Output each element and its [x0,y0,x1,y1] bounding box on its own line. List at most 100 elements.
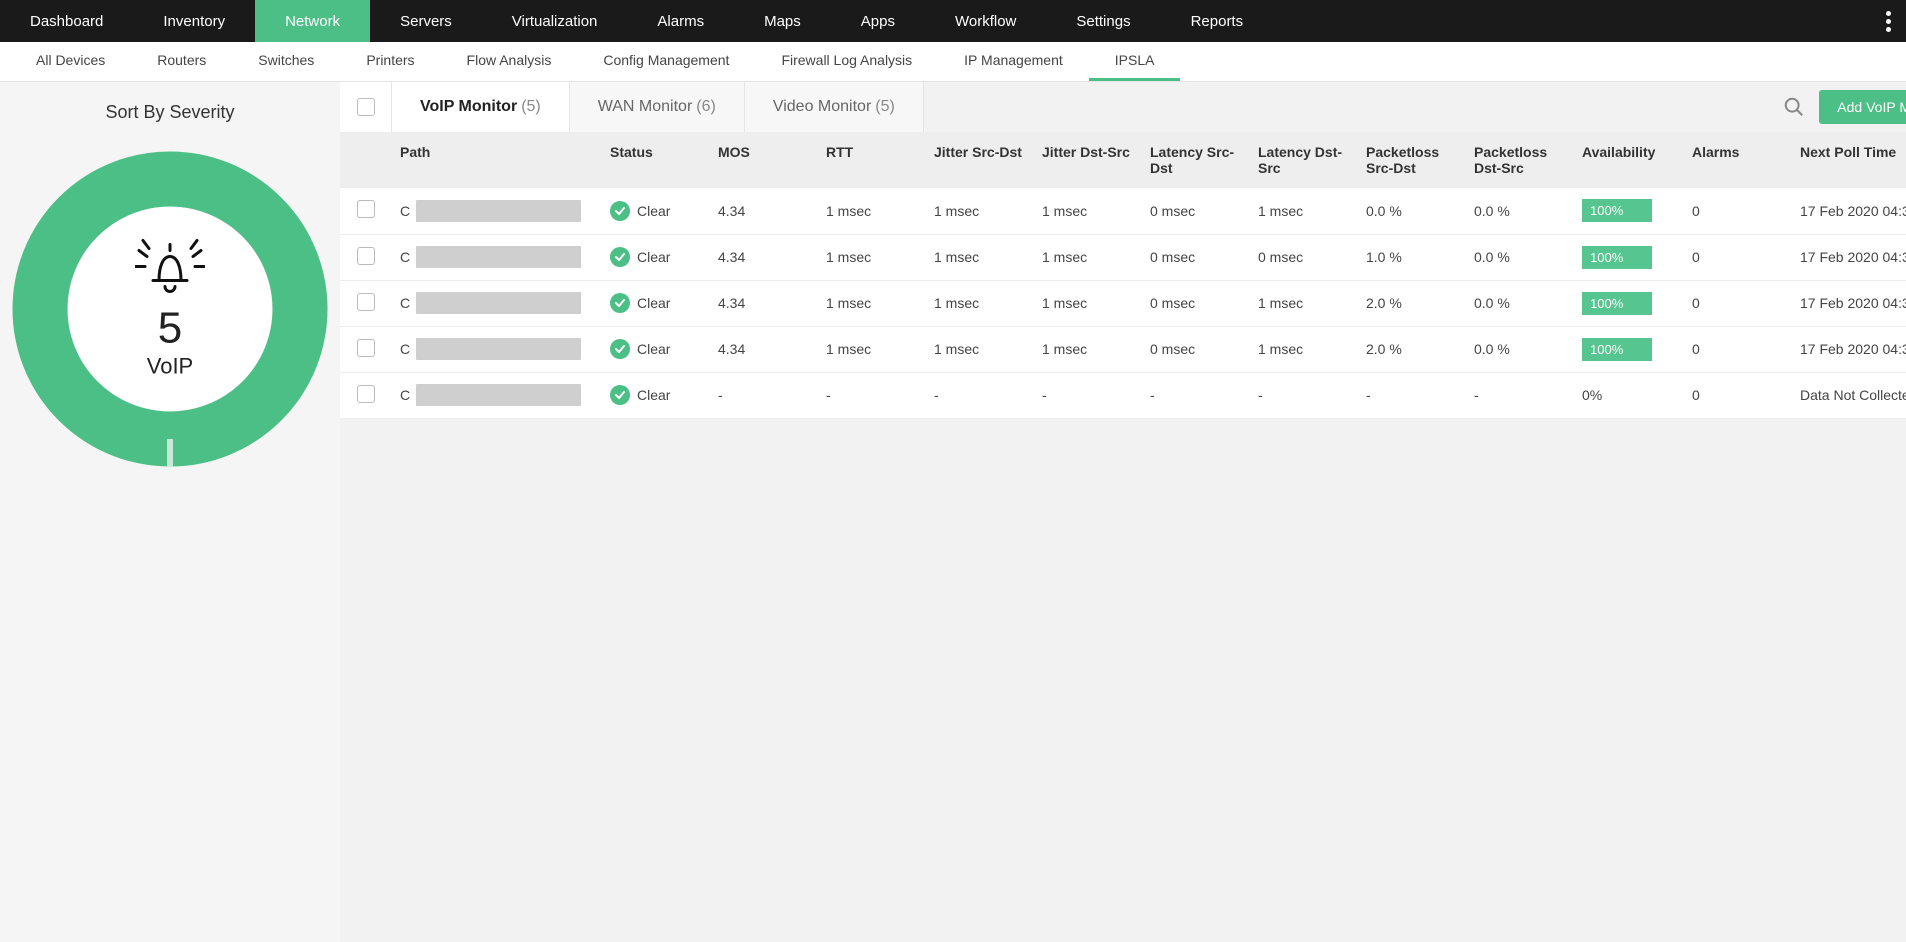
cell-jsd: 1 msec [926,326,1034,372]
col-latency-src-dst[interactable]: Latency Src-Dst [1142,132,1250,188]
cell-rtt: - [818,372,926,418]
cell-availability: 100% [1574,188,1684,234]
more-menu-icon[interactable] [1878,0,1898,42]
subnav-item-flow-analysis[interactable]: Flow Analysis [441,42,578,81]
cell-jds: 1 msec [1034,188,1142,234]
cell-plds: 0.0 % [1466,326,1574,372]
cell-jsd: 1 msec [926,280,1034,326]
subnav-item-routers[interactable]: Routers [131,42,232,81]
cell-next-poll: 17 Feb 2020 04:33: [1792,280,1906,326]
path-redacted [416,338,581,360]
topnav-item-virtualization[interactable]: Virtualization [482,0,628,42]
row-check[interactable] [357,200,375,218]
topnav-item-settings[interactable]: Settings [1046,0,1160,42]
cell-lsd: - [1142,372,1250,418]
col-mos[interactable]: MOS [710,132,818,188]
cell-lds: 1 msec [1250,188,1358,234]
path-lead: C [400,249,410,265]
topnav-item-reports[interactable]: Reports [1161,0,1274,42]
tab-label: Video Monitor [773,98,871,116]
monitor-tabs: VoIP Monitor (5)WAN Monitor (6)Video Mon… [340,82,1906,132]
status-text: Clear [637,387,670,403]
cell-plds: 0.0 % [1466,234,1574,280]
col-packetloss-dst-src[interactable]: Packetloss Dst-Src [1466,132,1574,188]
cell-alarms: 0 [1684,234,1792,280]
tab-wan-monitor[interactable]: WAN Monitor (6) [570,82,745,132]
cell-jsd: - [926,372,1034,418]
cell-alarms: 0 [1684,280,1792,326]
cell-availability: 100% [1574,280,1684,326]
col-next-poll-time[interactable]: Next Poll Time [1792,132,1906,188]
subnav-item-firewall-log-analysis[interactable]: Firewall Log Analysis [755,42,938,81]
cell-mos: 4.34 [710,280,818,326]
topnav-item-maps[interactable]: Maps [734,0,831,42]
severity-donut[interactable]: 5 VoIP [0,139,340,479]
topnav-item-dashboard[interactable]: Dashboard [0,0,133,42]
row-check[interactable] [357,385,375,403]
sub-nav: All DevicesRoutersSwitchesPrintersFlow A… [0,42,1906,82]
path-lead: C [400,295,410,311]
status-ok-icon [610,385,630,405]
col-latency-dst-src[interactable]: Latency Dst-Src [1250,132,1358,188]
topnav-item-inventory[interactable]: Inventory [133,0,255,42]
cell-mos: 4.34 [710,234,818,280]
topnav-item-servers[interactable]: Servers [370,0,482,42]
topnav-item-workflow[interactable]: Workflow [925,0,1046,42]
cell-next-poll: Data Not Collected [1792,372,1906,418]
cell-plds: - [1466,372,1574,418]
cell-availability: 100% [1574,234,1684,280]
cell-alarms: 0 [1684,372,1792,418]
cell-availability: 100% [1574,326,1684,372]
cell-plsd: 1.0 % [1358,234,1466,280]
col-path[interactable]: Path [392,132,602,188]
row-check[interactable] [357,339,375,357]
cell-lds: 1 msec [1250,280,1358,326]
availability-badge: 100% [1582,199,1652,222]
topnav-item-network[interactable]: Network [255,0,370,42]
select-all-check[interactable] [340,82,392,132]
subnav-item-ipsla[interactable]: IPSLA [1089,42,1181,81]
cell-rtt: 1 msec [818,326,926,372]
tab-voip-monitor[interactable]: VoIP Monitor (5) [392,82,570,132]
subnav-item-config-management[interactable]: Config Management [577,42,755,81]
severity-sidebar: Sort By Severity 5 [0,82,340,942]
subnav-item-switches[interactable]: Switches [232,42,340,81]
topnav-item-alarms[interactable]: Alarms [627,0,734,42]
add-voip-monitor-button[interactable]: Add VoIP Monitor [1819,90,1906,124]
row-check[interactable] [357,247,375,265]
table-row[interactable]: CClear4.341 msec1 msec1 msec0 msec0 msec… [340,234,1906,280]
subnav-item-all-devices[interactable]: All Devices [10,42,131,81]
search-icon[interactable] [1783,96,1805,118]
status-ok-icon [610,339,630,359]
cell-lds: 1 msec [1250,326,1358,372]
cell-jds: 1 msec [1034,280,1142,326]
table-row[interactable]: CClear--------0%0Data Not Collected [340,372,1906,418]
availability-badge: 100% [1582,338,1652,361]
tab-video-monitor[interactable]: Video Monitor (5) [745,82,924,132]
col-jitter-src-dst[interactable]: Jitter Src-Dst [926,132,1034,188]
table-row[interactable]: CClear4.341 msec1 msec1 msec0 msec1 msec… [340,280,1906,326]
col-jitter-dst-src[interactable]: Jitter Dst-Src [1034,132,1142,188]
status-text: Clear [637,341,670,357]
status-ok-icon [610,201,630,221]
cell-availability: 0% [1574,372,1684,418]
availability-badge: 100% [1582,292,1652,315]
cell-plsd: 2.0 % [1358,326,1466,372]
status-text: Clear [637,295,670,311]
col-alarms[interactable]: Alarms [1684,132,1792,188]
subnav-item-ip-management[interactable]: IP Management [938,42,1089,81]
col-packetloss-src-dst[interactable]: Packetloss Src-Dst [1358,132,1466,188]
subnav-item-printers[interactable]: Printers [340,42,440,81]
table-row[interactable]: CClear4.341 msec1 msec1 msec0 msec1 msec… [340,326,1906,372]
cell-alarms: 0 [1684,188,1792,234]
cell-next-poll: 17 Feb 2020 04:33: [1792,326,1906,372]
col-status[interactable]: Status [602,132,710,188]
col-rtt[interactable]: RTT [818,132,926,188]
table-row[interactable]: CClear4.341 msec1 msec1 msec0 msec1 msec… [340,188,1906,234]
row-check[interactable] [357,293,375,311]
cell-plsd: - [1358,372,1466,418]
cell-jds: 1 msec [1034,234,1142,280]
path-lead: C [400,341,410,357]
col-availability[interactable]: Availability [1574,132,1684,188]
topnav-item-apps[interactable]: Apps [831,0,925,42]
